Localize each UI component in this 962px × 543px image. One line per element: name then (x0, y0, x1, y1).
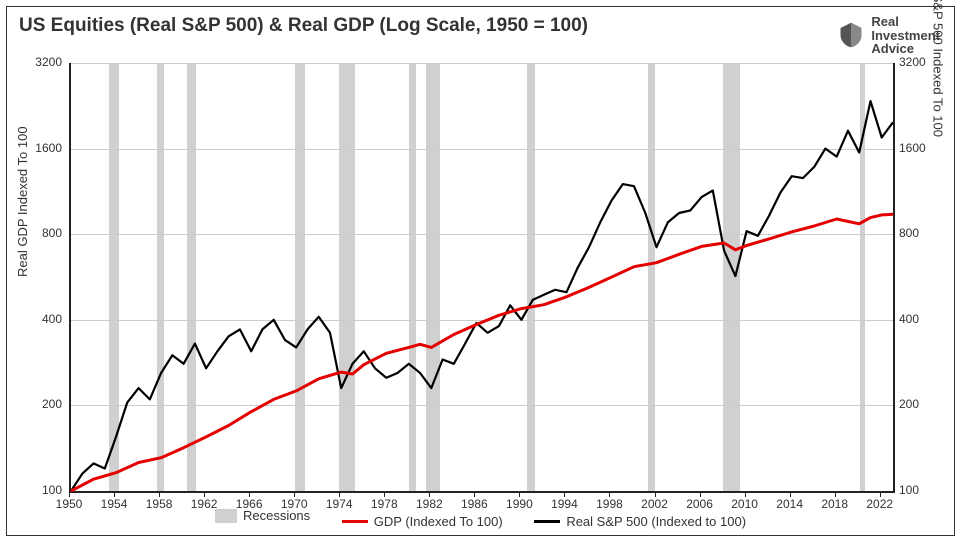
chart-title: US Equities (Real S&P 500) & Real GDP (L… (19, 15, 588, 37)
plot-area (69, 63, 895, 493)
chart-frame: US Equities (Real S&P 500) & Real GDP (L… (6, 6, 955, 536)
xtick-label: 1970 (274, 497, 314, 511)
ytick-left: 1600 (22, 141, 62, 155)
brand-line-2: Investment (871, 29, 940, 43)
xtick-label: 1966 (229, 497, 269, 511)
xtick-label: 2010 (725, 497, 765, 511)
ytick-right: 1600 (899, 141, 939, 155)
xtick-label: 1978 (364, 497, 404, 511)
xtick-label: 2006 (680, 497, 720, 511)
ytick-left: 400 (22, 312, 62, 326)
xtick-label: 1962 (184, 497, 224, 511)
xtick-label: 1974 (319, 497, 359, 511)
brand-logo: Real Investment Advice (837, 15, 940, 56)
xtick-label: 1954 (94, 497, 134, 511)
plot-svg (71, 63, 893, 491)
ytick-right: 800 (899, 226, 939, 240)
ytick-left: 3200 (22, 55, 62, 69)
ytick-right: 100 (899, 483, 939, 497)
legend-sp500-label: Real S&P 500 (Indexed to 100) (566, 514, 746, 529)
ytick-right: 200 (899, 397, 939, 411)
xtick-label: 1990 (499, 497, 539, 511)
xtick-label: 2014 (770, 497, 810, 511)
sp500-swatch (534, 520, 560, 522)
xtick-label: 2018 (815, 497, 855, 511)
legend-gdp: GDP (Indexed To 100) (342, 514, 503, 529)
xtick-label: 2002 (635, 497, 675, 511)
ytick-right: 400 (899, 312, 939, 326)
xtick-label: 2022 (860, 497, 900, 511)
legend: Recessions GDP (Indexed To 100) Real S&P… (7, 508, 954, 529)
sp500-line (71, 101, 893, 491)
ytick-right: 3200 (899, 55, 939, 69)
legend-sp500: Real S&P 500 (Indexed to 100) (534, 514, 746, 529)
xtick-label: 1998 (589, 497, 629, 511)
ytick-left: 200 (22, 397, 62, 411)
ytick-left: 100 (22, 483, 62, 497)
xtick-label: 1994 (544, 497, 584, 511)
gdp-line (71, 214, 893, 491)
xtick-label: 1986 (454, 497, 494, 511)
brand-logo-icon (837, 21, 865, 49)
xtick-label: 1958 (139, 497, 179, 511)
legend-gdp-label: GDP (Indexed To 100) (374, 514, 503, 529)
ytick-left: 800 (22, 226, 62, 240)
brand-line-3: Advice (871, 42, 940, 56)
xtick-label: 1982 (409, 497, 449, 511)
brand-line-1: Real (871, 15, 940, 29)
xtick-label: 1950 (49, 497, 89, 511)
gdp-swatch (342, 520, 368, 523)
